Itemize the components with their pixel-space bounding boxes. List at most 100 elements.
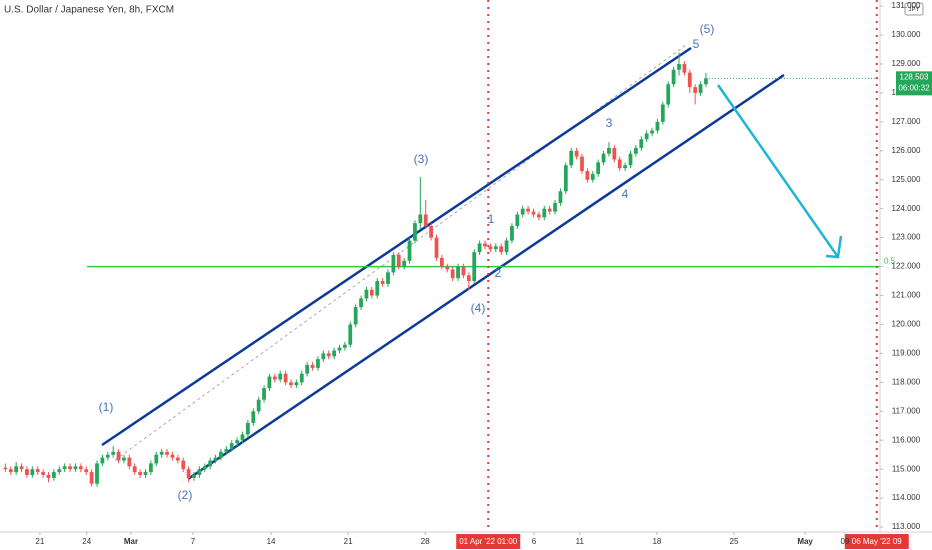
y-tick-label: 115.000 <box>892 464 921 473</box>
candle-body <box>224 448 229 452</box>
x-tick-label: 18 <box>652 537 661 546</box>
candle-body <box>25 469 29 475</box>
y-tick-label: 120.000 <box>892 320 921 329</box>
wave-label: 2 <box>495 266 502 280</box>
candle-body <box>14 466 19 473</box>
candle-body <box>154 454 159 464</box>
forecast-arrow <box>716 84 840 258</box>
x-tick-label: May <box>797 537 813 546</box>
y-tick-label: 125.000 <box>892 175 921 184</box>
y-tick-label: 119.000 <box>892 349 921 358</box>
wave-label: 4 <box>622 187 629 201</box>
y-tick-label: 113.000 <box>892 522 921 531</box>
candle-body <box>698 84 703 93</box>
candle-body <box>68 466 72 470</box>
candle-body <box>547 208 552 212</box>
candle-body <box>682 63 687 73</box>
candle-body <box>472 252 477 282</box>
wave-label: (5) <box>700 22 715 36</box>
chart-title: U.S. Dollar / Japanese Yen, 8h, FXCM <box>4 5 174 16</box>
candle-body <box>687 72 692 88</box>
candle-body <box>520 208 525 215</box>
candle-body <box>639 139 644 148</box>
candle-body <box>3 467 8 470</box>
candle-body <box>310 364 315 368</box>
candle-body <box>413 223 417 241</box>
candle-body <box>429 226 433 238</box>
y-tick-label: 121.000 <box>892 291 921 300</box>
candle-body <box>483 243 487 247</box>
candle-body <box>563 165 568 192</box>
candle-body <box>461 266 466 276</box>
candle-body <box>251 411 256 423</box>
candle-body <box>267 376 272 389</box>
candle-body <box>52 472 56 478</box>
candle-body <box>488 246 493 250</box>
x-tick-label: 7 <box>191 537 196 546</box>
candle-body <box>235 440 239 444</box>
candle-body <box>84 469 89 473</box>
candle-body <box>623 165 627 169</box>
candle-body <box>132 466 137 473</box>
countdown: 06:00:32 <box>898 83 930 92</box>
candle-body <box>418 214 423 224</box>
candle-body <box>601 153 606 163</box>
candle-body <box>343 344 347 348</box>
candle-body <box>607 147 611 154</box>
candle-body <box>305 364 310 374</box>
candle-body <box>41 472 45 475</box>
candle-body <box>165 451 169 455</box>
candle-body <box>30 469 35 475</box>
candle-body <box>57 469 62 473</box>
candle-body <box>407 240 412 261</box>
candle-body <box>138 472 142 475</box>
wave-label: (1) <box>99 400 114 414</box>
candle-body <box>337 347 342 351</box>
wave-label: (4) <box>471 301 486 315</box>
candle-body <box>348 324 353 345</box>
y-tick-label: 129.000 <box>892 59 921 68</box>
date-badge-label: 01 Apr '22 01:00 <box>459 537 518 546</box>
wave-label: (2) <box>178 488 193 502</box>
candle-body <box>262 388 266 400</box>
y-tick-label: 122.000 <box>892 262 921 271</box>
candle-body <box>677 63 681 70</box>
date-badge-label: 06 May '22 09 <box>852 537 903 546</box>
candle-body <box>590 173 595 180</box>
candle-body <box>62 466 67 470</box>
candle-body <box>580 156 584 172</box>
candle-body <box>466 275 471 282</box>
candle-body <box>628 153 633 166</box>
candle-body <box>542 208 547 218</box>
candle-body <box>186 469 191 478</box>
candle-body <box>693 87 698 93</box>
candle-body <box>380 281 385 284</box>
x-tick-label: 11 <box>576 537 585 546</box>
candle-body <box>256 399 261 412</box>
candle-body <box>181 460 186 470</box>
last-price-label: 128.503 <box>900 72 929 81</box>
x-tick-label: 14 <box>267 537 276 546</box>
last-price-badge <box>896 71 932 96</box>
candle-body <box>558 191 563 203</box>
candle-body <box>19 466 24 470</box>
candle-body <box>219 451 223 458</box>
candle-body <box>197 469 202 475</box>
candle-body <box>289 382 293 386</box>
candle-body <box>332 350 336 357</box>
candle-body <box>569 150 574 166</box>
candle-body <box>553 202 557 212</box>
arrow-head <box>825 235 843 259</box>
y-tick-label: 127.000 <box>892 117 921 126</box>
x-tick-label: 21 <box>344 537 353 546</box>
candle-body <box>229 443 234 449</box>
candle-body <box>396 255 401 267</box>
candle-body <box>73 466 78 470</box>
candle-body <box>95 463 99 484</box>
x-tick-label: 09 <box>841 537 850 546</box>
candle-body <box>655 121 660 131</box>
candle-body <box>510 226 514 241</box>
candle-body <box>499 246 504 253</box>
candle-body <box>450 269 455 279</box>
